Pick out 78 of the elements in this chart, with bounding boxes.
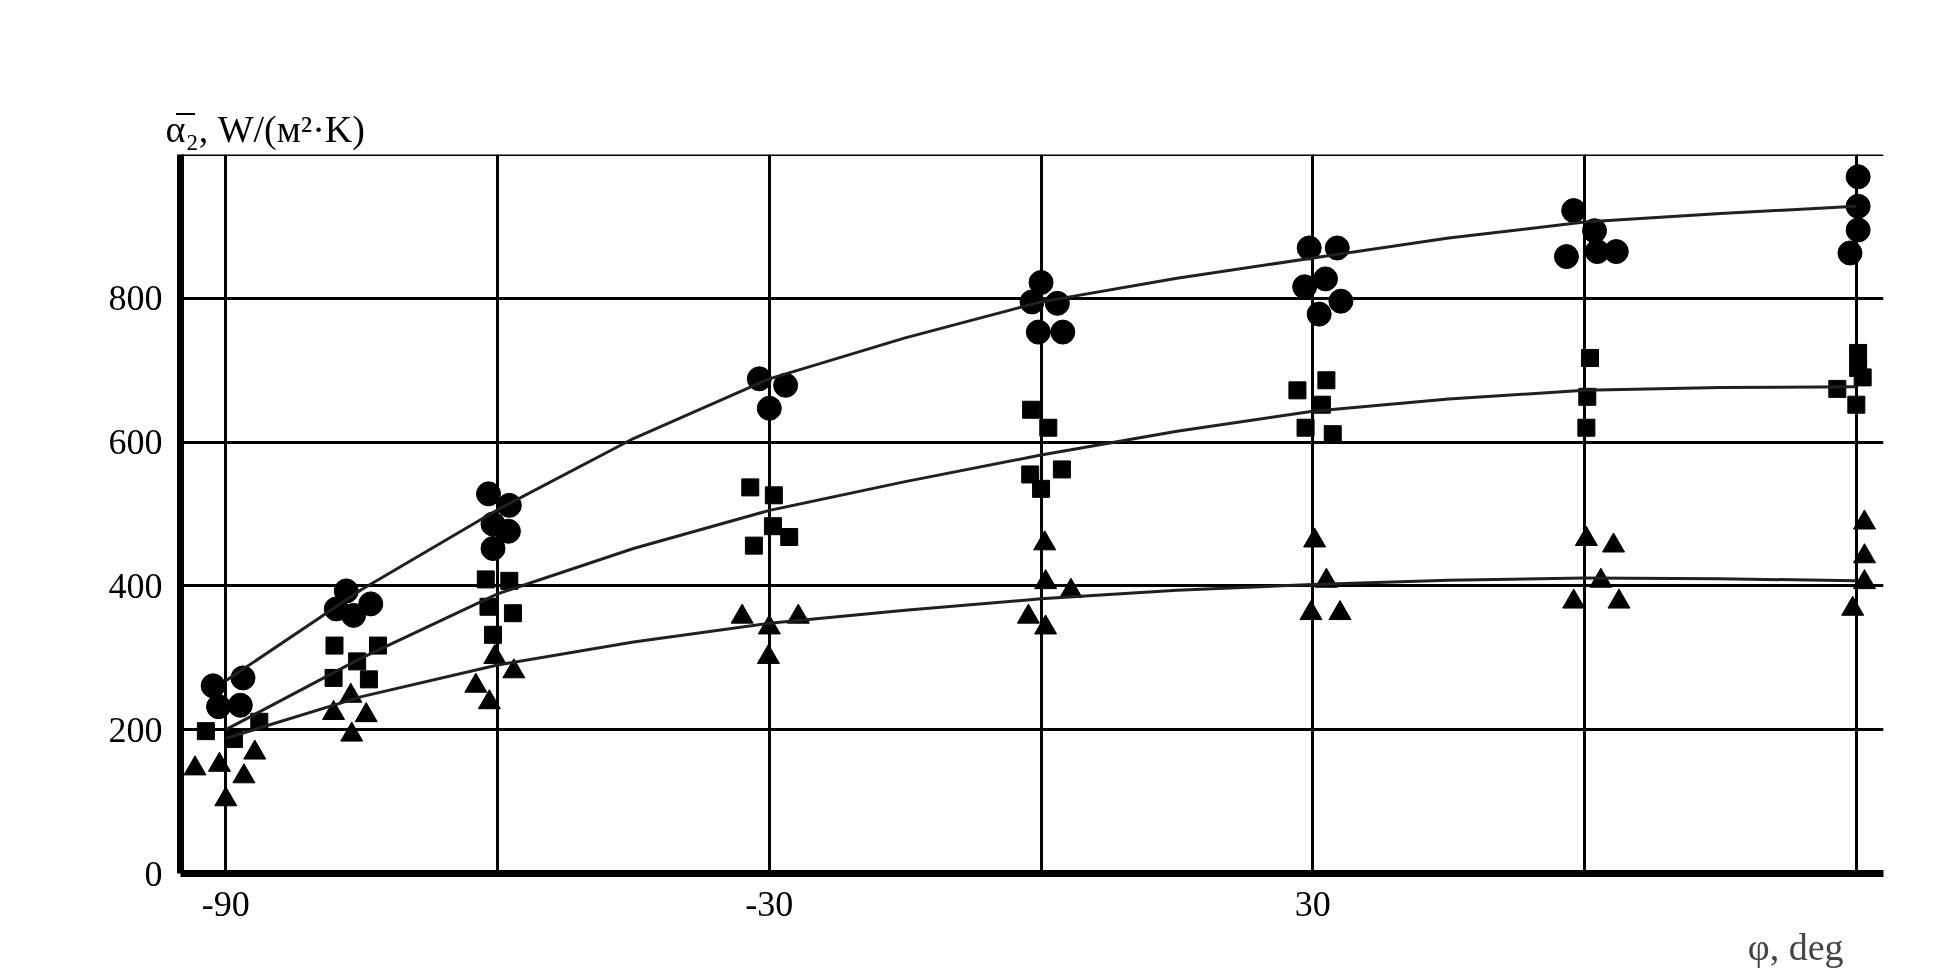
point	[756, 395, 782, 421]
point	[763, 517, 782, 536]
point	[1296, 235, 1322, 261]
point	[744, 536, 763, 555]
point	[1841, 595, 1865, 616]
point	[773, 372, 799, 398]
point	[1574, 525, 1598, 547]
x-axis-title: φ, deg	[1747, 925, 1844, 968]
point	[1033, 530, 1057, 551]
point	[756, 643, 780, 664]
point	[476, 570, 495, 589]
point	[484, 625, 503, 644]
point	[477, 689, 501, 710]
point	[1303, 527, 1327, 548]
point	[1034, 614, 1058, 635]
y-tick-label: 800	[108, 278, 163, 319]
point	[1847, 395, 1866, 414]
point	[764, 486, 783, 505]
point	[1837, 240, 1863, 266]
x-tick-label: -90	[201, 883, 250, 924]
point	[480, 536, 506, 561]
point	[1296, 418, 1315, 437]
point	[1052, 460, 1071, 479]
point	[243, 739, 267, 760]
point	[1607, 588, 1631, 609]
point	[1032, 479, 1051, 498]
point	[483, 643, 507, 664]
point	[214, 786, 238, 807]
point	[1022, 400, 1041, 419]
point	[1050, 319, 1076, 345]
point	[1602, 532, 1626, 553]
point	[232, 763, 256, 784]
point	[475, 481, 501, 507]
point	[1561, 198, 1587, 224]
point	[1299, 600, 1323, 621]
x-tick-label: 30	[1294, 883, 1331, 924]
y-tick-label: 400	[108, 565, 163, 606]
point	[1852, 543, 1876, 564]
point	[1845, 164, 1871, 190]
point	[730, 603, 754, 624]
point	[1306, 301, 1332, 327]
point	[1562, 588, 1586, 609]
point	[1288, 381, 1307, 400]
point	[1317, 371, 1336, 390]
point	[340, 721, 364, 742]
point	[354, 702, 378, 723]
point	[1292, 274, 1318, 300]
point	[1028, 270, 1054, 295]
point	[464, 672, 488, 693]
point	[1852, 569, 1876, 590]
point	[741, 478, 760, 497]
point	[1025, 319, 1051, 345]
point	[1581, 348, 1599, 367]
point	[183, 755, 207, 776]
y-axis-title: α̅₂, W/(м²·K)	[165, 107, 365, 151]
point	[1021, 465, 1040, 484]
point	[1328, 600, 1352, 621]
y-tick-label: 200	[108, 709, 163, 750]
point	[322, 699, 346, 721]
point	[1577, 418, 1596, 437]
point	[1845, 217, 1871, 243]
point	[1016, 603, 1040, 624]
point	[1039, 418, 1058, 437]
y-tick-label: 600	[108, 422, 163, 463]
point	[1553, 244, 1579, 270]
point	[500, 571, 519, 590]
x-tick-label: -30	[745, 883, 794, 924]
point	[1852, 509, 1876, 530]
y-tick-label: 0	[144, 853, 163, 894]
point	[502, 658, 526, 679]
point	[341, 602, 367, 628]
point	[1603, 239, 1629, 265]
point	[207, 751, 231, 772]
point	[1034, 569, 1058, 590]
point	[1313, 266, 1338, 292]
point	[1845, 193, 1871, 219]
point	[1849, 359, 1868, 378]
point	[1328, 288, 1354, 314]
